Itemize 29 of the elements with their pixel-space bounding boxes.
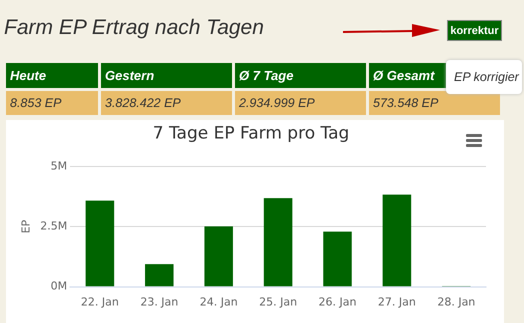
x-tick-label: 23. Jan: [140, 295, 178, 308]
x-tick-label: 26. Jan: [318, 295, 356, 308]
text: 2.934.999 EP: [235, 91, 366, 115]
text: korrektur: [447, 20, 502, 41]
bar: [145, 264, 174, 286]
text: Gestern: [101, 63, 232, 88]
bar: [323, 232, 352, 286]
x-tick-label: 24. Jan: [200, 295, 238, 308]
chart-title: 7 Tage EP Farm pro Tag: [152, 124, 350, 144]
bar: [86, 200, 114, 286]
x-tick-label: 27. Jan: [378, 295, 416, 308]
x-tick-label: 22. Jan: [80, 295, 119, 308]
text: 8.853 EP: [6, 91, 98, 115]
y-tick-label: 2.5M: [40, 219, 68, 232]
text: 573.548 EP: [369, 91, 500, 115]
bar: [264, 198, 292, 286]
text: EP korrigier: [446, 60, 522, 94]
text: Ø Gesamt: [373, 68, 434, 83]
text: Farm EP Ertrag nach Tagen: [4, 16, 264, 40]
text: Ø 7 Tage: [235, 63, 366, 88]
x-tick-label: 25. Jan: [259, 295, 298, 308]
bar: [382, 194, 412, 286]
text: Heute: [6, 63, 98, 88]
text: 3.828.422 EP: [101, 91, 232, 115]
bar: [204, 226, 233, 286]
x-tick-label: 28. Jan: [437, 295, 476, 308]
y-axis-title: EP: [19, 219, 32, 234]
y-tick-label: 5M: [50, 159, 68, 172]
y-tick-label: 0M: [50, 280, 68, 293]
